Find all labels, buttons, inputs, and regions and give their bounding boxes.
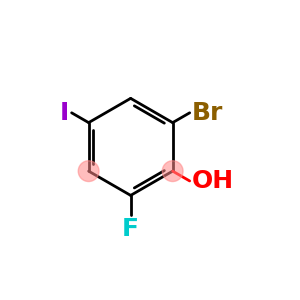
Text: OH: OH [192,169,234,193]
Text: F: F [122,217,139,241]
Circle shape [78,161,99,182]
Text: I: I [60,101,69,125]
Circle shape [162,161,183,182]
Text: Br: Br [192,101,224,125]
